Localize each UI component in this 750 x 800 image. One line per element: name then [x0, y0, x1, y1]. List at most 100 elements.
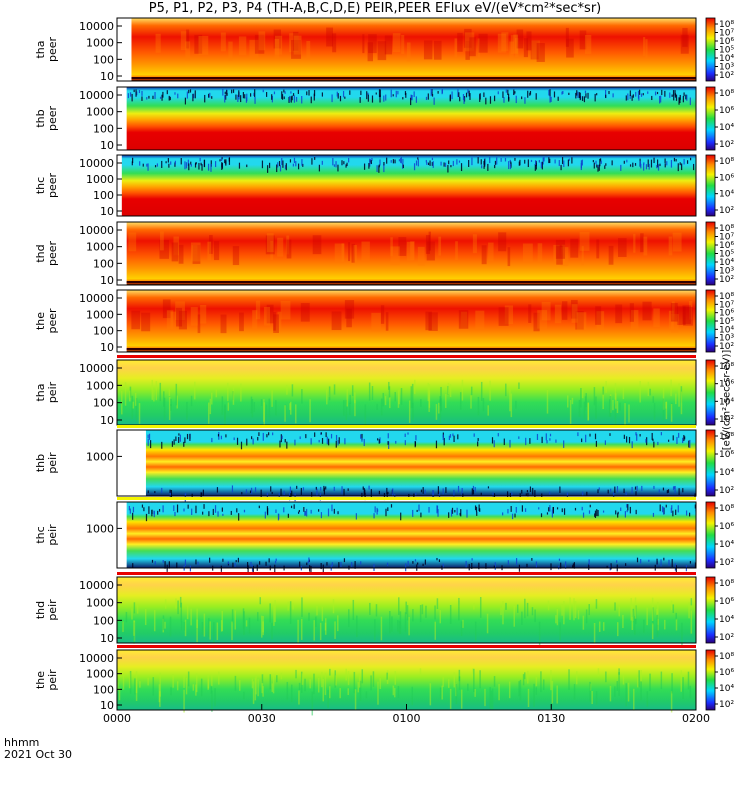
noise-dot	[600, 160, 602, 164]
noise-dot	[535, 561, 538, 568]
noise-dot	[642, 93, 644, 96]
flux-streak	[404, 612, 407, 632]
noise-dot	[295, 161, 297, 167]
flux-streak	[252, 310, 258, 329]
noise-dot	[540, 513, 543, 518]
colorbar-tick-label: 10²	[719, 275, 734, 285]
flux-streak	[211, 690, 213, 712]
noise-dot	[311, 492, 313, 497]
noise-dot	[588, 510, 591, 514]
noise-dot	[252, 438, 254, 445]
noise-dot	[366, 91, 368, 100]
flux-streak	[454, 38, 458, 58]
noise-dot	[346, 162, 348, 167]
noise-dot	[360, 561, 362, 565]
noise-dot	[186, 433, 189, 440]
noise-dot	[165, 161, 167, 164]
noise-dot	[503, 438, 505, 446]
flux-streak	[389, 396, 391, 409]
noise-dot	[390, 160, 392, 163]
flux-streak	[509, 388, 511, 412]
noise-dot	[238, 513, 240, 521]
flux-streak	[428, 231, 431, 251]
flux-streak	[531, 607, 534, 616]
noise-dot	[505, 89, 507, 93]
noise-dot	[386, 157, 388, 164]
noise-dot	[471, 558, 473, 561]
noise-dot	[232, 89, 235, 93]
noise-dot	[272, 432, 274, 436]
flux-streak	[486, 613, 489, 634]
noise-dot	[280, 488, 282, 497]
y-tick-label: 1000	[86, 450, 114, 463]
noise-dot	[189, 433, 191, 441]
noise-dot	[583, 96, 586, 103]
flux-streak	[662, 387, 665, 410]
time-axis-caption: hhmm 2021 Oct 30	[4, 737, 72, 761]
noise-dot	[527, 90, 529, 98]
colorbar-tick-label: 10²	[719, 71, 734, 81]
y-tick-label: 1000	[86, 173, 114, 186]
noise-dot	[432, 161, 434, 168]
noise-dot	[610, 563, 612, 570]
flux-streak	[245, 620, 248, 627]
noise-dot	[190, 164, 192, 167]
noise-dot	[639, 434, 641, 437]
noise-dot	[320, 486, 322, 491]
noise-dot	[432, 490, 434, 498]
noise-dot	[431, 90, 433, 93]
noise-dot	[620, 507, 622, 511]
flux-streak	[481, 245, 487, 265]
noise-dot	[187, 159, 189, 166]
noise-dot	[635, 91, 637, 97]
noise-dot	[594, 513, 596, 517]
noise-dot	[581, 159, 583, 166]
flux-streak	[183, 675, 185, 688]
flux-streak	[218, 671, 220, 685]
flux-streak	[555, 239, 566, 259]
noise-dot	[581, 96, 584, 101]
noise-dot	[640, 93, 643, 97]
noise-dot	[415, 96, 418, 103]
noise-dot	[281, 91, 283, 99]
noise-dot	[400, 157, 402, 164]
noise-dot	[617, 511, 619, 515]
noise-dot	[369, 159, 371, 162]
noise-dot	[370, 489, 372, 497]
noise-dot	[667, 489, 670, 493]
flux-streak	[609, 396, 612, 417]
noise-dot	[262, 432, 264, 441]
probe-label: thc	[34, 526, 47, 543]
flux-streak	[309, 399, 311, 423]
flux-streak	[405, 601, 407, 615]
noise-dot	[336, 91, 338, 97]
noise-dot	[450, 509, 453, 517]
flux-streak	[690, 610, 693, 634]
flux-streak	[268, 398, 271, 422]
noise-dot	[164, 561, 166, 569]
flux-streak	[190, 395, 193, 407]
noise-dot	[378, 89, 381, 98]
noise-dot	[683, 434, 685, 442]
noise-dot	[192, 93, 194, 102]
noise-dot	[233, 437, 235, 441]
flux-streak	[131, 608, 133, 620]
noise-dot	[337, 93, 339, 99]
flux-streak	[304, 678, 306, 692]
colorbar-tick-label: 10²	[719, 206, 734, 216]
flux-streak	[682, 27, 688, 47]
flux-streak	[178, 310, 187, 330]
flux-streak	[585, 609, 588, 624]
noise-dot	[551, 509, 554, 518]
flux-streak	[513, 606, 515, 627]
noise-dot	[549, 491, 551, 495]
noise-dot	[431, 157, 434, 161]
noise-dot	[225, 94, 227, 100]
flux-streak	[375, 604, 378, 617]
noise-dot	[276, 164, 278, 173]
noise-dot	[605, 94, 607, 99]
noise-dot	[689, 97, 691, 106]
flux-streak	[643, 619, 645, 633]
noise-dot	[625, 95, 627, 101]
noise-dot	[672, 486, 675, 491]
